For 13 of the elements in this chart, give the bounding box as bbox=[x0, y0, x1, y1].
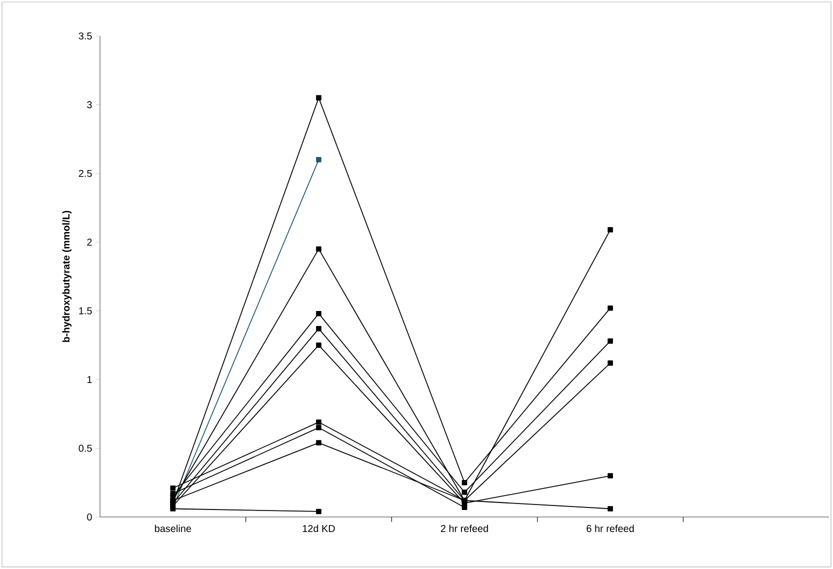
y-tick-label: 1 bbox=[87, 376, 92, 383]
x-tick-label: 12d KD bbox=[302, 524, 335, 532]
x-tick-label: 6 hr refeed bbox=[586, 524, 634, 532]
y-tick-label: 3 bbox=[87, 101, 92, 108]
x-tick-label: 2 hr refeed bbox=[440, 524, 488, 532]
y-tick-label: 3.5 bbox=[78, 32, 92, 40]
y-tick-label: 2 bbox=[87, 238, 92, 246]
y-tick-label: 2.5 bbox=[78, 170, 92, 177]
y-tick-label: 0 bbox=[87, 513, 92, 521]
x-tick-label: baseline bbox=[154, 524, 192, 532]
y-axis-title: b-hydroxybutyrate (mmol/L) bbox=[62, 210, 72, 342]
y-tick-label: 1.5 bbox=[79, 307, 92, 314]
y-tick-label: 0.5 bbox=[78, 444, 92, 452]
